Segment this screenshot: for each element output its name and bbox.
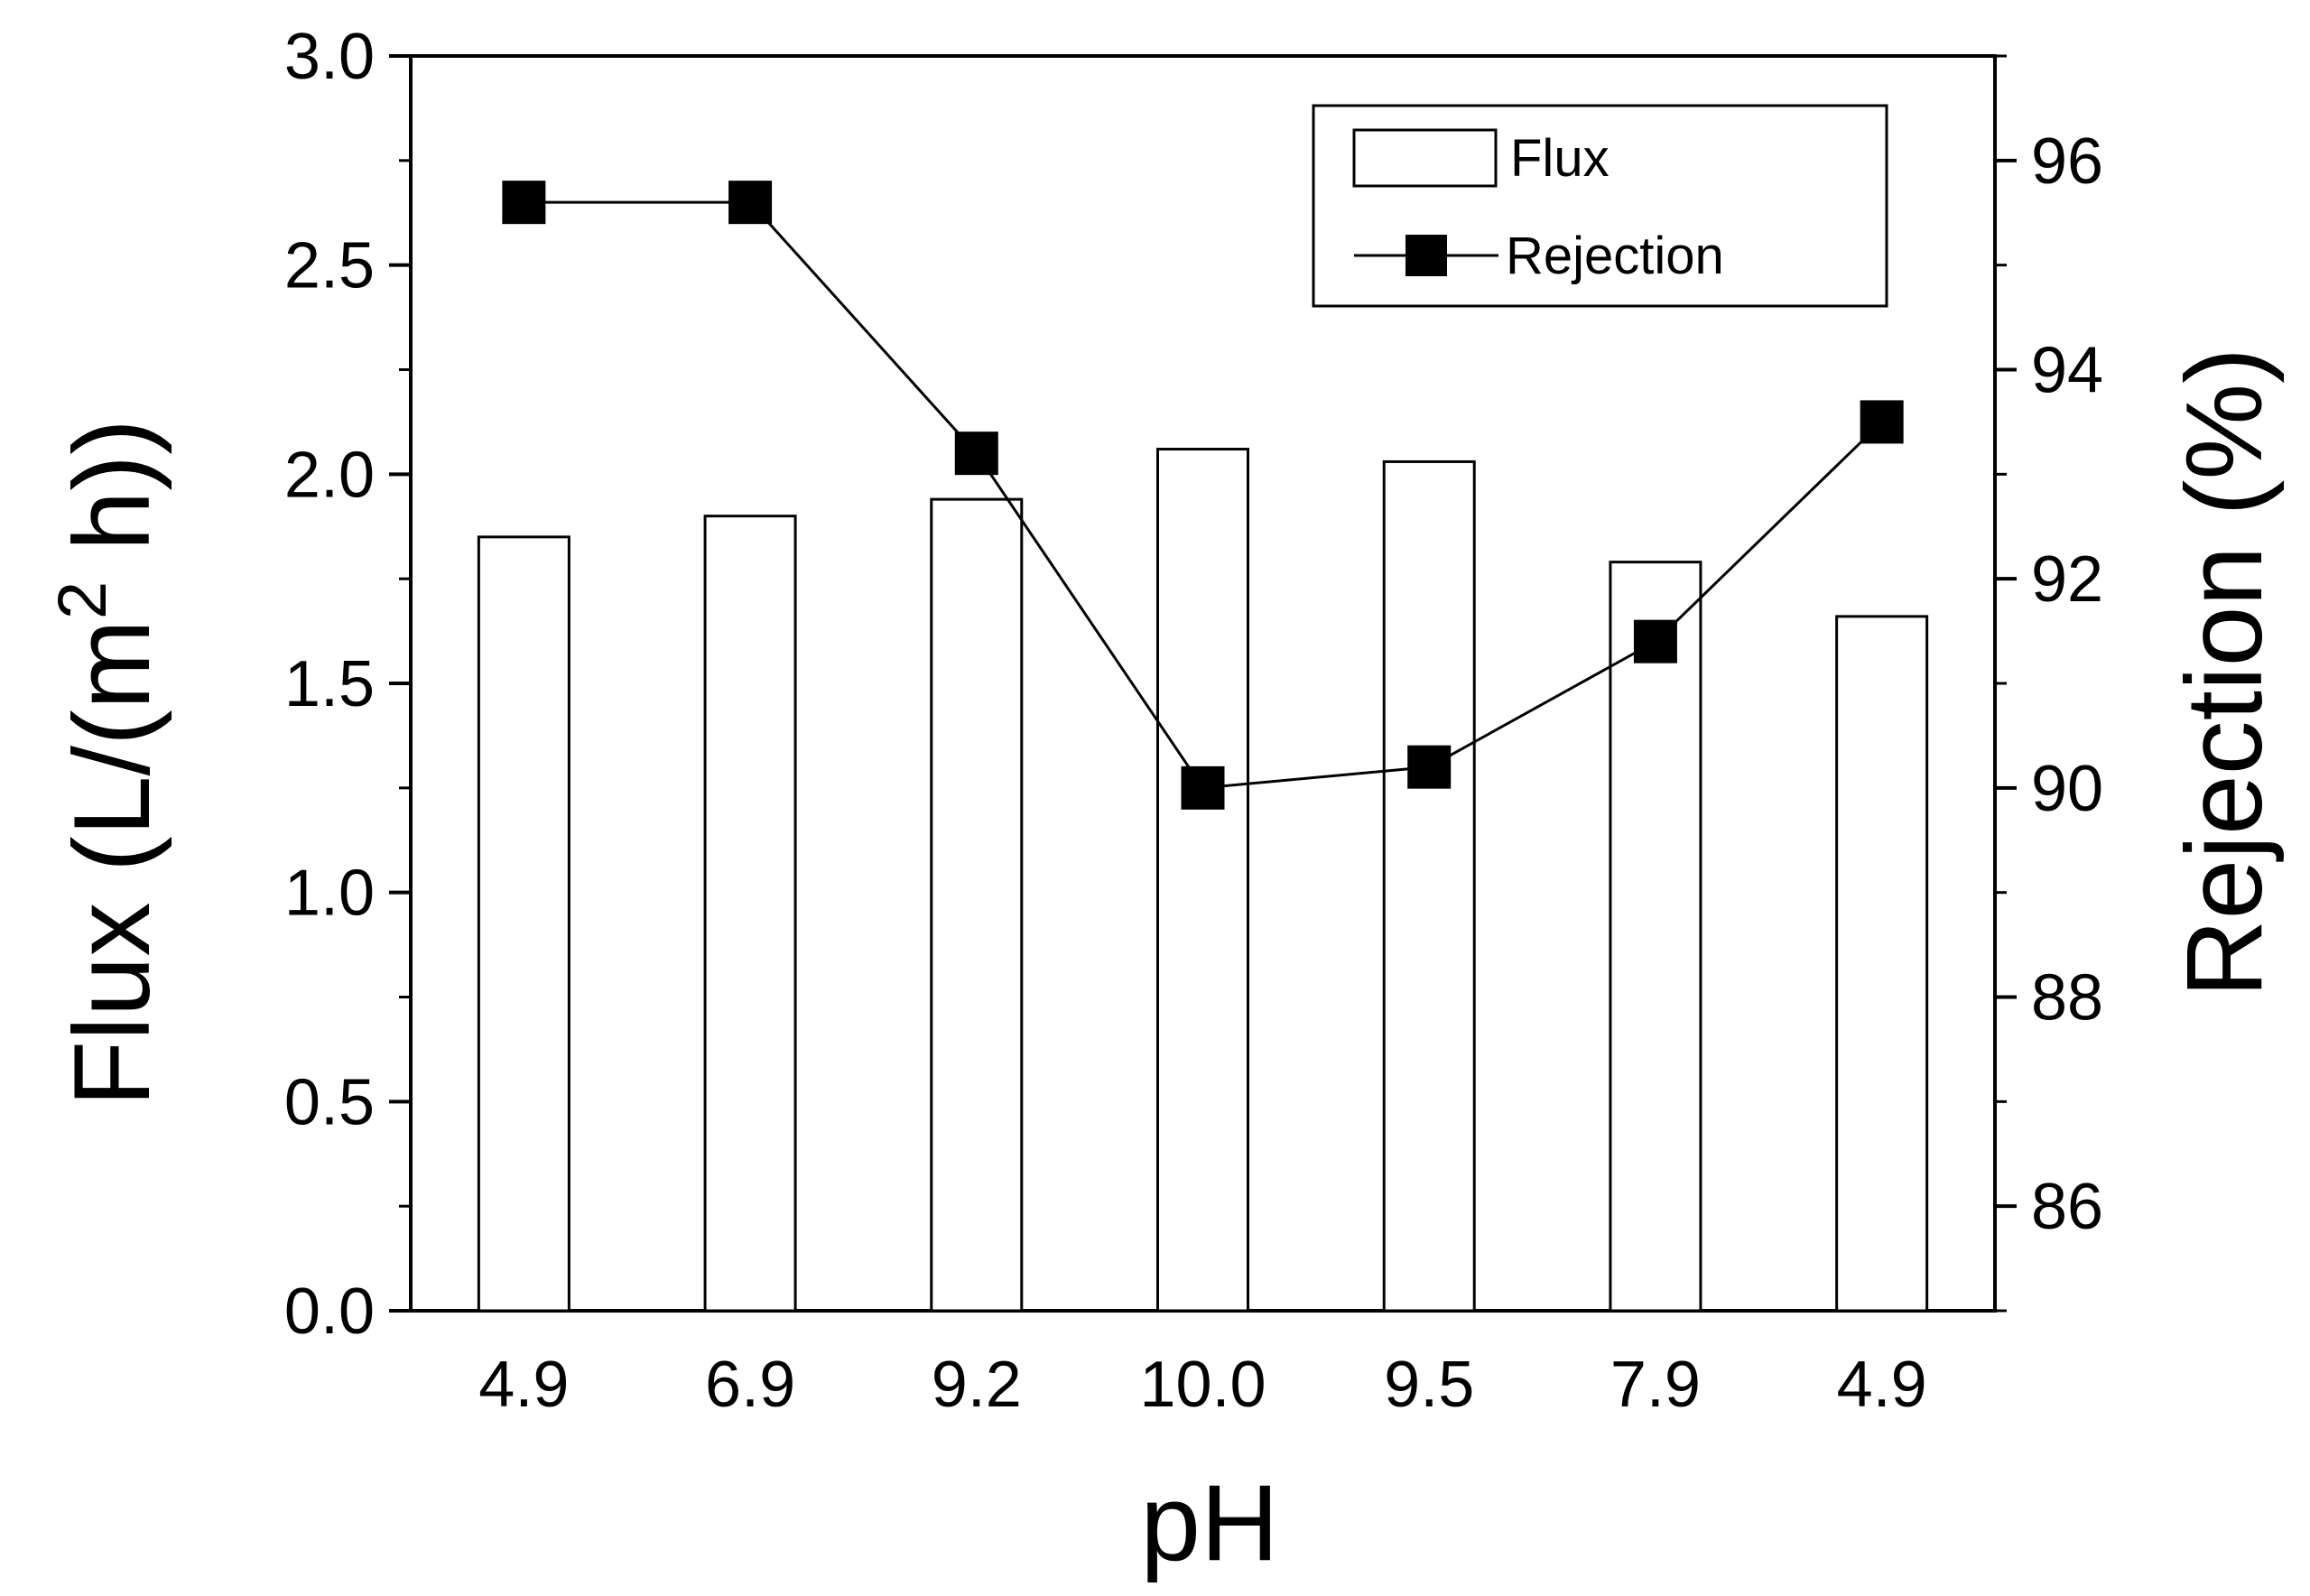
right-tick-label: 88 — [2031, 962, 2103, 1035]
rejection-line — [502, 181, 1904, 810]
rejection-point — [954, 431, 998, 476]
right-y-axis: 86 88 90 92 94 96 — [1995, 54, 2103, 1313]
right-tick-label: 90 — [2031, 753, 2103, 825]
rejection-point — [1181, 766, 1225, 810]
right-y-axis-title: Rejection (%) — [2164, 348, 2285, 998]
x-tick-label: 9.5 — [1384, 1349, 1474, 1421]
left-tick-label: 2.0 — [284, 439, 375, 511]
left-tick-label: 3.0 — [284, 21, 375, 93]
flux-bar — [1382, 459, 1476, 1313]
x-axis: 4.9 6.9 9.2 10.0 9.5 7.9 4.9 — [478, 1349, 1926, 1421]
right-tick-label: 86 — [2031, 1171, 2103, 1243]
flux-bar — [930, 497, 1024, 1313]
left-tick-label: 0.5 — [284, 1066, 375, 1138]
legend-rejection-marker — [1405, 235, 1447, 276]
left-y-axis-title: Flux (L/(m2 h)) — [44, 419, 172, 1107]
left-y-axis-title-superscript: 2 — [44, 581, 121, 619]
flux-bar — [1156, 448, 1249, 1313]
right-tick-label: 92 — [2031, 543, 2103, 616]
legend-flux-swatch — [1352, 128, 1498, 188]
rejection-point — [728, 181, 773, 225]
left-y-axis: 0.0 0.5 1.0 1.5 2.0 2.5 3.0 — [284, 21, 411, 1348]
x-tick-label: 4.9 — [478, 1349, 569, 1421]
right-tick-label: 96 — [2031, 125, 2103, 198]
flux-bar — [477, 535, 571, 1313]
left-y-axis-title-end: h)) — [51, 419, 172, 581]
x-tick-label: 10.0 — [1139, 1349, 1266, 1421]
left-tick-label: 2.5 — [284, 230, 375, 302]
x-tick-label: 6.9 — [705, 1349, 795, 1421]
right-tick-label: 94 — [2031, 335, 2103, 407]
left-tick-label: 0.0 — [284, 1276, 375, 1348]
left-tick-label: 1.0 — [284, 858, 375, 930]
legend-rejection-label: Rejection — [1506, 227, 1724, 285]
x-tick-label: 9.2 — [932, 1349, 1022, 1421]
rejection-point — [1860, 400, 1904, 444]
legend: Flux Rejection — [1312, 104, 1888, 308]
x-tick-label: 4.9 — [1837, 1349, 1927, 1421]
rejection-point — [502, 181, 546, 225]
x-tick-label: 7.9 — [1610, 1349, 1701, 1421]
flux-bar — [1835, 615, 1929, 1313]
left-y-axis-title-main: Flux (L/(m — [51, 619, 172, 1107]
flux-bars — [477, 448, 1929, 1313]
rejection-point — [1633, 619, 1677, 663]
left-tick-label: 1.5 — [284, 648, 375, 720]
flux-bar — [1609, 561, 1702, 1313]
x-axis-title: pH — [1140, 1462, 1278, 1583]
flux-bar — [703, 515, 797, 1313]
legend-flux-label: Flux — [1510, 129, 1610, 188]
rejection-point — [1407, 745, 1452, 789]
